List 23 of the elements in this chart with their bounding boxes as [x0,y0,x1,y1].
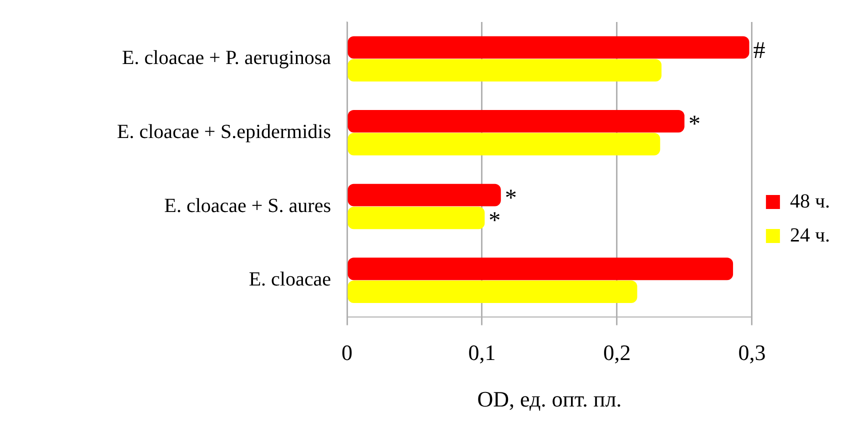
bar [348,132,660,156]
bar [348,36,750,59]
annotation: * [488,208,501,234]
x-axis-title: OD, ед. опт. пл. [477,386,622,412]
bar [348,59,662,82]
bar [348,258,734,280]
legend-label: 48 ч. [790,190,830,212]
bar [348,280,638,303]
bar [348,206,485,230]
x-tick-label: 0,3 [738,340,766,366]
legend-label: 24 ч. [790,224,830,246]
x-tick-label: 0,2 [603,340,631,366]
bar [348,184,501,206]
annotation: * [504,185,517,212]
y-tick-label: E. cloacae + S. aures [164,194,332,217]
x-tick-label: 0 [342,340,352,366]
y-tick-label: E. cloacae + S.epidermidis [117,120,332,143]
bar [348,110,684,132]
annotation: * [688,112,700,138]
y-tick-label: E. cloacae + P. aeruginosa [122,47,332,70]
x-tick-label: 0,1 [468,340,496,366]
annotation: # [753,38,766,64]
y-tick-label: E. cloacae [248,268,332,291]
